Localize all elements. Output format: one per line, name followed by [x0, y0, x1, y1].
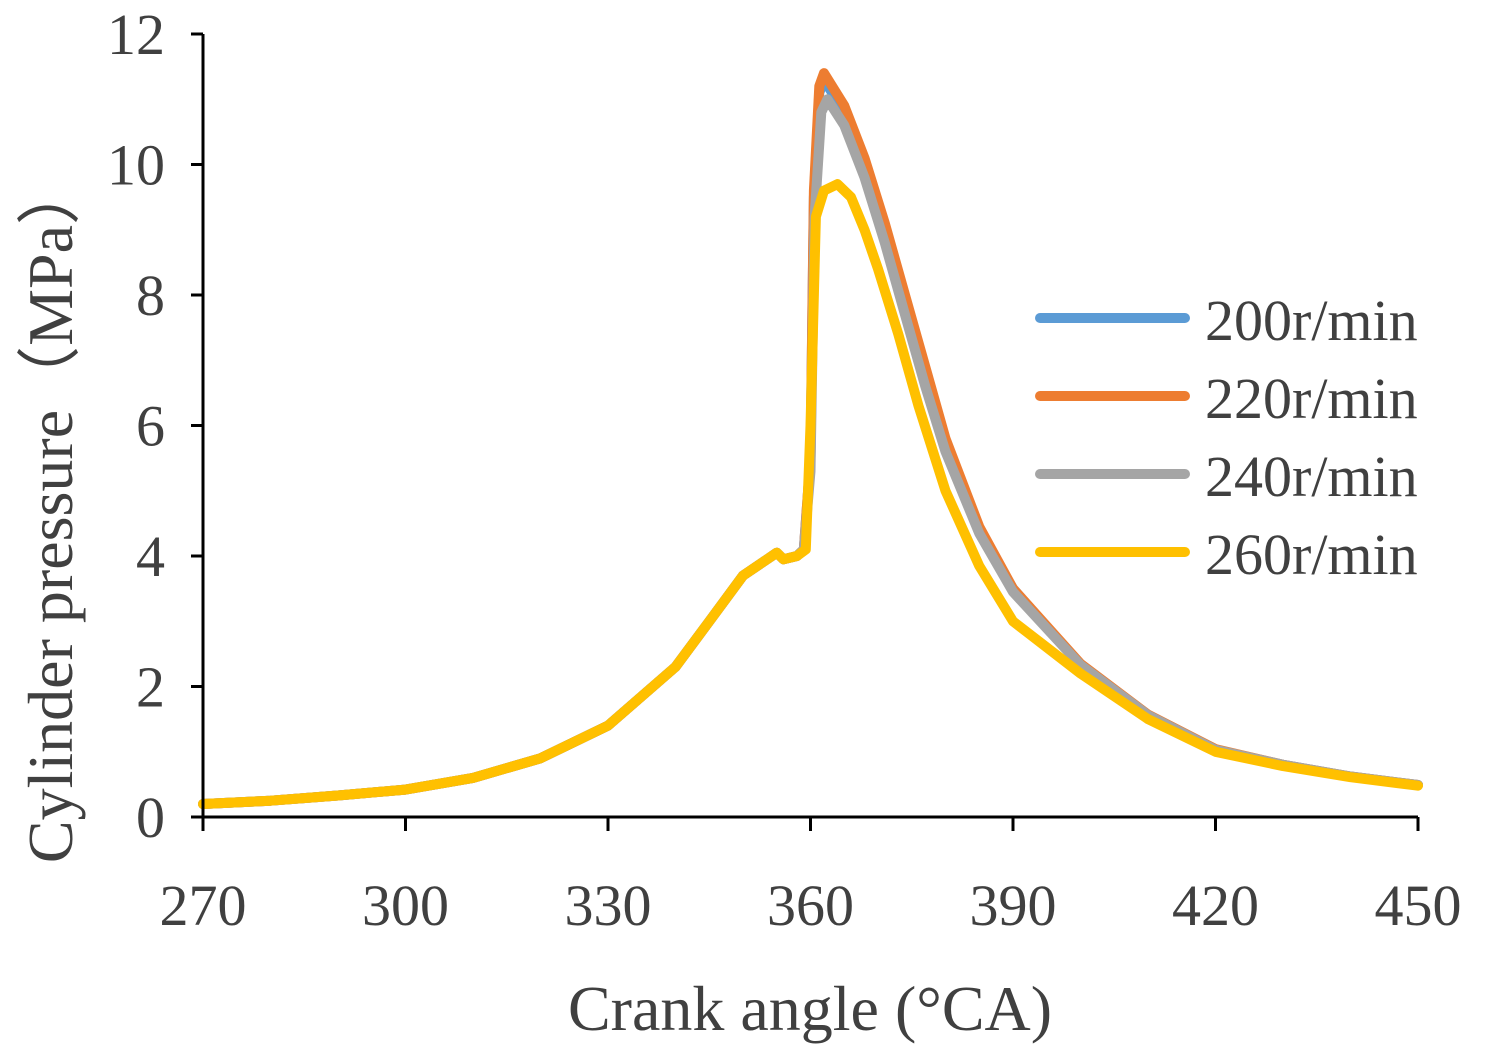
x-tick-label: 390: [970, 873, 1057, 938]
y-axis-label: Cylinder pressure（MPa）: [15, 161, 86, 863]
series-line-260r/min: [198, 179, 1423, 809]
x-axis-label: Crank angle (°CA): [568, 973, 1052, 1044]
y-tick-label: 0: [136, 785, 165, 850]
y-tick-label: 2: [136, 655, 165, 720]
x-tick-label: 330: [565, 873, 652, 938]
y-tick-label: 4: [136, 524, 165, 589]
legend-label: 200r/min: [1205, 288, 1418, 353]
series-layer: [198, 68, 1423, 809]
legend-label: 240r/min: [1205, 444, 1418, 509]
y-tick-label: 6: [136, 394, 165, 459]
y-tick-label: 12: [107, 2, 165, 67]
x-tick-label: 270: [160, 873, 247, 938]
legend-label: 220r/min: [1205, 366, 1418, 431]
x-tick-label: 420: [1172, 873, 1259, 938]
legend-label: 260r/min: [1205, 522, 1418, 587]
legend: 200r/min 220r/min 240r/min 260r/min: [1035, 288, 1418, 587]
y-tick-label: 8: [136, 263, 165, 328]
x-tick-label: 300: [362, 873, 449, 938]
y-tick-label: 10: [107, 133, 165, 198]
x-tick-label: 360: [767, 873, 854, 938]
x-tick-label: 450: [1375, 873, 1462, 938]
tick-layer: 270 300 330 360 390 420 450 0 2 4 6 8 10 12: [107, 2, 1462, 938]
